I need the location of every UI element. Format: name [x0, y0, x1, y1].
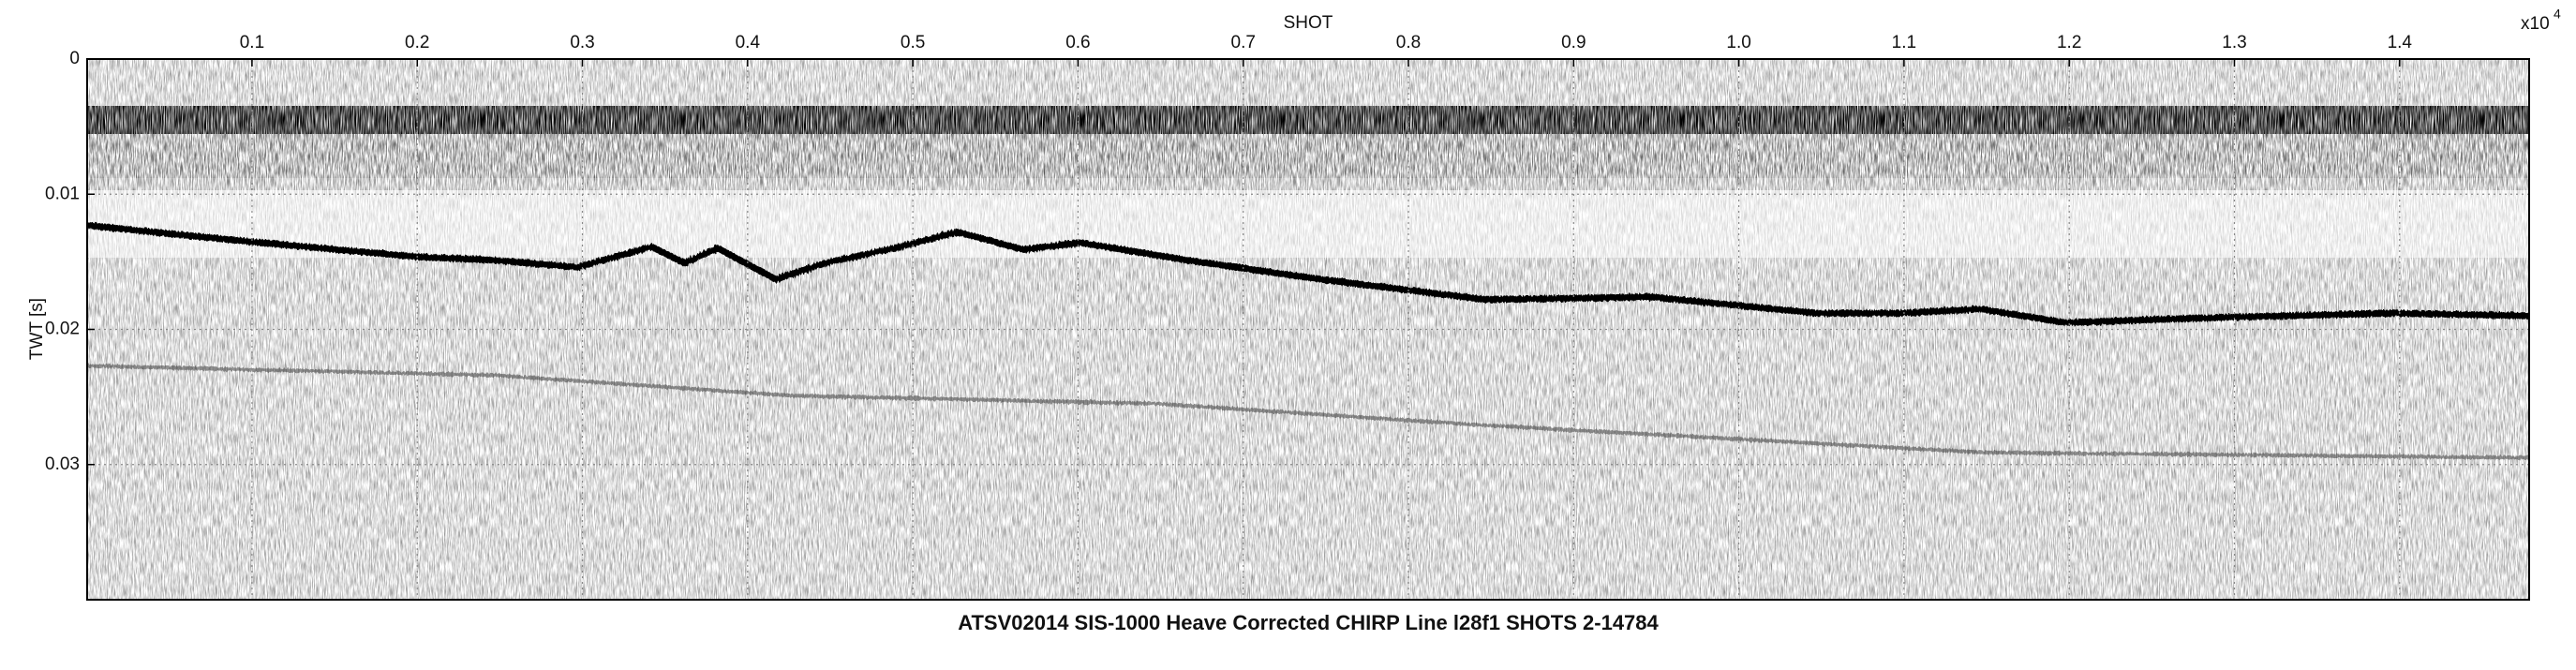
- y-tick-label: 0: [69, 49, 80, 68]
- x-tick-label: 1.1: [1892, 33, 1916, 52]
- x-tick-label: 0.1: [240, 33, 264, 52]
- x-multiplier-base: x10: [2521, 14, 2550, 34]
- x-tick-label: 0.8: [1396, 33, 1421, 52]
- x-tick-label: 0.7: [1231, 33, 1256, 52]
- chart-title: ATSV02014 SIS-1000 Heave Corrected CHIRP…: [958, 611, 1659, 634]
- x-tick-label: 0.6: [1065, 33, 1090, 52]
- x-tick-label: 0.5: [901, 33, 925, 52]
- x-tick-label: 1.2: [2057, 33, 2081, 52]
- surface-noise-band: [87, 106, 2529, 134]
- x-tick-label: 0.2: [405, 33, 429, 52]
- y-tick-label: 0.03: [45, 454, 80, 474]
- y-tick-label: 0.02: [45, 320, 80, 339]
- x-multiplier-exponent: 4: [2554, 7, 2561, 22]
- plot-frame: [86, 58, 2530, 601]
- x-tick-label: 1.0: [1726, 33, 1750, 52]
- water-column: [87, 178, 2529, 258]
- x-tick-label: 0.3: [570, 33, 594, 52]
- reflector-line: [87, 221, 2529, 326]
- reflector-line: [87, 364, 2529, 460]
- x-tick-label: 0.4: [736, 33, 761, 52]
- y-tick-label: 0.01: [45, 184, 80, 203]
- x-tick-label: 1.3: [2222, 33, 2246, 52]
- x-tick-label: 0.9: [1561, 33, 1586, 52]
- x-tick-label: 1.4: [2388, 33, 2413, 52]
- x-axis-label: SHOT: [1284, 13, 1333, 33]
- y-axis-label: TWT [s]: [27, 298, 47, 360]
- water-noise: [87, 134, 2529, 190]
